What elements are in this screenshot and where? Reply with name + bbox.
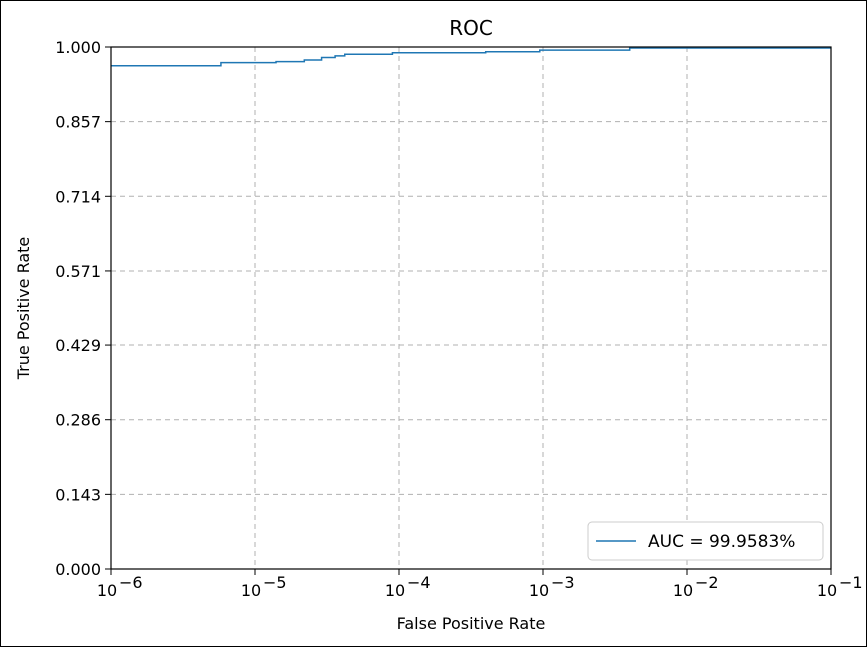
- legend-label: AUC = 99.9583%: [648, 532, 795, 552]
- y-axis-ticks: 0.000 0.143 0.286 0.429 0.571 0.714 0.857 1.000: [55, 38, 111, 579]
- y-tick-label: 0.429: [55, 336, 101, 355]
- legend-box: [587, 521, 824, 561]
- y-axis-label: True Positive Rate: [14, 237, 33, 381]
- x-tick-label: 10: [385, 581, 405, 600]
- series-layer: [111, 47, 831, 67]
- x-tick-label: 10: [529, 581, 549, 600]
- chart-title: ROC: [449, 16, 493, 40]
- x-tick-exponent: −5: [263, 573, 287, 592]
- roc-curve-line: [111, 47, 831, 67]
- x-tick-exponent: −3: [551, 573, 575, 592]
- x-tick-label: 10: [97, 581, 117, 600]
- y-tick-label: 0.571: [55, 262, 101, 281]
- legend: AUC = 99.9583%: [587, 521, 824, 561]
- x-axis-ticks: 10 −6 10 −5 10 −4 10 −3 10 −2 10 −1: [97, 569, 863, 600]
- x-tick-label: 10: [673, 581, 693, 600]
- y-tick-label: 0.000: [55, 560, 101, 579]
- y-tick-label: 0.714: [55, 187, 101, 206]
- y-tick-label: 0.143: [55, 485, 101, 504]
- x-tick-label: 10: [817, 581, 837, 600]
- x-axis-label: False Positive Rate: [397, 614, 546, 633]
- x-tick-exponent: −6: [119, 573, 143, 592]
- y-tick-label: 0.857: [55, 113, 101, 132]
- x-tick-exponent: −2: [695, 573, 719, 592]
- plot-border: [110, 46, 832, 570]
- plot-background: [111, 47, 831, 569]
- x-tick-exponent: −1: [839, 573, 863, 592]
- x-tick-exponent: −4: [407, 573, 431, 592]
- y-tick-label: 1.000: [55, 38, 101, 57]
- x-tick-label: 10: [241, 581, 261, 600]
- y-tick-label: 0.286: [55, 411, 101, 430]
